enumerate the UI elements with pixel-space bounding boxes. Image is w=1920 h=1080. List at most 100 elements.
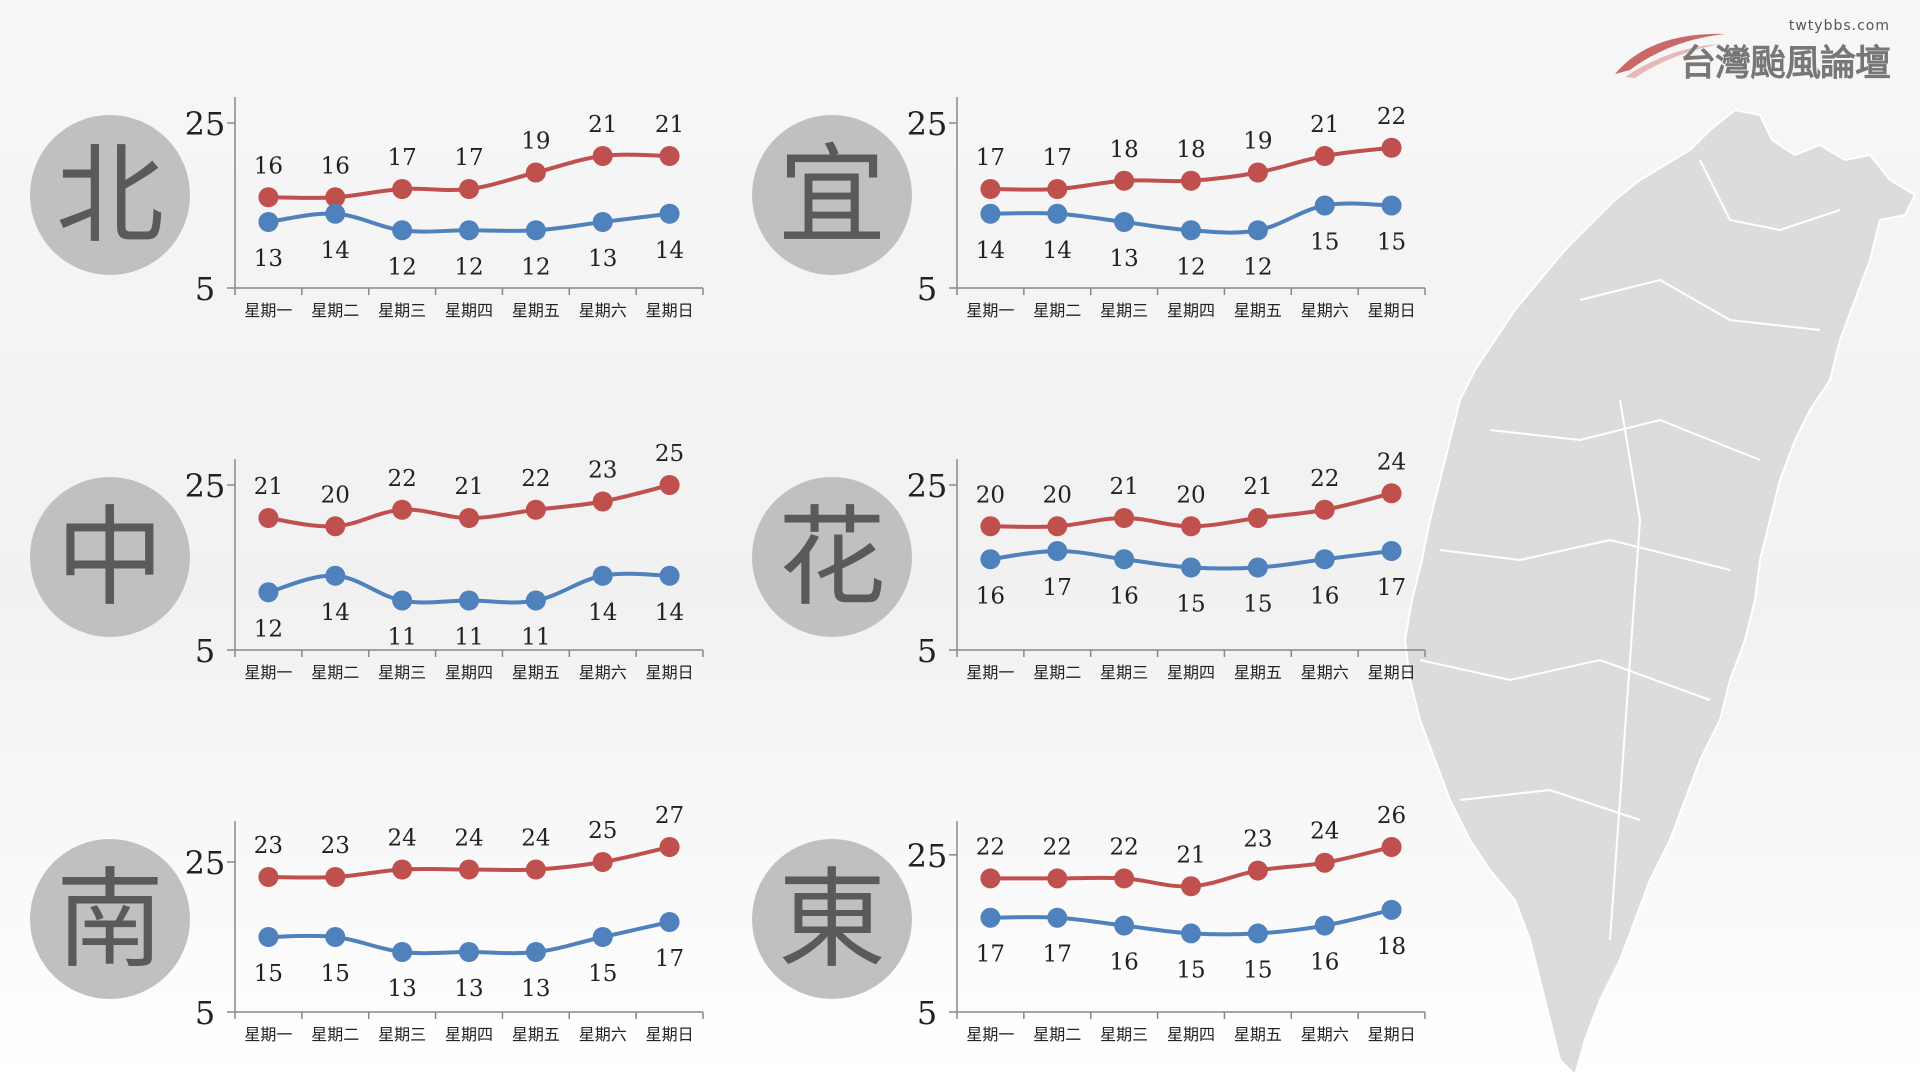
region-chart-1: 北 25 5 星期一 星期二 星期三 星期四 星期五 星期六 星期日 16 16 17 17 19 21 21 1… bbox=[30, 97, 704, 320]
high-temp-label: 21 bbox=[1110, 474, 1139, 500]
high-temp-label: 22 bbox=[1377, 104, 1406, 130]
high-temp-point bbox=[325, 516, 346, 537]
x-tick-label: 星期四 bbox=[1167, 1025, 1215, 1044]
low-temp-point bbox=[659, 912, 680, 932]
high-temp-label: 18 bbox=[1176, 137, 1205, 163]
low-temp-point bbox=[1381, 541, 1402, 561]
low-temp-point bbox=[459, 590, 479, 611]
x-tick-label: 星期五 bbox=[512, 663, 560, 682]
region-label: 南 bbox=[56, 858, 164, 983]
region-badge bbox=[752, 839, 912, 999]
high-temp-point bbox=[1181, 170, 1201, 191]
low-temp-label: 15 bbox=[1310, 230, 1339, 256]
low-temp-point bbox=[592, 927, 613, 947]
x-tick-label: 星期三 bbox=[378, 1025, 426, 1044]
region-label: 北 bbox=[56, 134, 164, 259]
low-temp-point bbox=[659, 565, 680, 586]
low-temp-label: 16 bbox=[976, 583, 1005, 609]
high-temp-point bbox=[459, 859, 479, 880]
high-temp-label: 24 bbox=[388, 826, 417, 852]
high-temp-label: 22 bbox=[1043, 834, 1072, 860]
high-temp-point bbox=[525, 162, 546, 183]
x-tick-label: 星期日 bbox=[646, 663, 694, 682]
site-name: 台灣颱風論壇 bbox=[1679, 43, 1891, 84]
high-temp-label: 17 bbox=[454, 145, 483, 171]
x-tick-label: 星期日 bbox=[646, 1025, 694, 1044]
low-temp-label: 15 bbox=[1243, 592, 1272, 618]
low-temp-point bbox=[459, 220, 479, 241]
low-temp-point bbox=[980, 549, 1001, 570]
x-tick-label: 星期三 bbox=[1100, 301, 1148, 320]
low-temp-point bbox=[592, 565, 613, 586]
low-temp-label: 15 bbox=[588, 961, 617, 987]
x-tick-label: 星期一 bbox=[966, 301, 1014, 320]
high-temp-label: 19 bbox=[1243, 129, 1272, 155]
county-border-2 bbox=[1489, 418, 1761, 461]
low-temp-label: 18 bbox=[1377, 934, 1406, 960]
low-temp-point bbox=[325, 203, 346, 224]
low-temp-point bbox=[392, 220, 413, 241]
high-temp-point bbox=[258, 867, 279, 887]
high-temp-point bbox=[525, 859, 546, 880]
low-temp-point bbox=[258, 927, 279, 947]
low-temp-label: 12 bbox=[454, 254, 483, 280]
high-temp-label: 22 bbox=[521, 466, 550, 492]
high-temp-point bbox=[1314, 499, 1335, 520]
x-tick-label: 星期一 bbox=[966, 1025, 1014, 1044]
high-temp-point bbox=[659, 475, 680, 495]
low-temp-point bbox=[980, 203, 1001, 224]
low-temp-point bbox=[258, 582, 279, 603]
low-temp-point bbox=[258, 212, 279, 232]
high-temp-label: 21 bbox=[1243, 474, 1272, 500]
high-temp-point bbox=[325, 187, 346, 208]
county-border-6 bbox=[1609, 399, 1642, 941]
low-temp-point bbox=[1381, 195, 1402, 216]
site-logo: twtybbs.com 台灣颱風論壇 bbox=[1610, 18, 1910, 84]
low-temp-label: 16 bbox=[1310, 583, 1339, 609]
x-tick-label: 星期六 bbox=[579, 1025, 627, 1044]
high-temp-label: 27 bbox=[655, 803, 684, 829]
high-temp-label: 23 bbox=[1243, 827, 1272, 853]
region-chart-2: 宜 25 5 星期一 星期二 星期三 星期四 星期五 星期六 星期日 17 17 18 18 19 21 22 1… bbox=[752, 97, 1426, 320]
x-tick-label: 星期日 bbox=[1368, 1025, 1416, 1044]
region-badge bbox=[752, 115, 912, 275]
high-temp-label: 19 bbox=[521, 129, 550, 155]
low-temp-label: 15 bbox=[321, 961, 350, 987]
high-temp-point bbox=[592, 491, 613, 512]
high-temp-point bbox=[1047, 179, 1068, 199]
high-temp-point bbox=[980, 868, 1001, 889]
high-temp-label: 21 bbox=[254, 474, 283, 500]
low-temp-point bbox=[1247, 923, 1268, 944]
region-chart-5: 南 25 5 星期一 星期二 星期三 星期四 星期五 星期六 星期日 23 23 24 24 24 25 27 1… bbox=[30, 803, 704, 1044]
x-tick-label: 星期日 bbox=[646, 301, 694, 320]
high-temp-label: 23 bbox=[321, 833, 350, 859]
x-tick-label: 星期三 bbox=[1100, 663, 1148, 682]
low-temp-label: 13 bbox=[388, 976, 417, 1002]
low-temp-point bbox=[1047, 203, 1068, 224]
high-temp-label: 21 bbox=[655, 112, 684, 138]
region-badge bbox=[30, 115, 190, 275]
county-border-1 bbox=[1579, 278, 1821, 331]
x-tick-label: 星期日 bbox=[1368, 301, 1416, 320]
low-temp-label: 12 bbox=[1176, 254, 1205, 280]
taiwan-island-shape bbox=[1403, 108, 1917, 1077]
high-temp-label: 24 bbox=[1377, 449, 1406, 475]
low-temp-point bbox=[1314, 549, 1335, 570]
high-temp-point bbox=[1114, 170, 1135, 191]
region-label: 中 bbox=[56, 496, 164, 621]
x-tick-label: 星期二 bbox=[311, 1025, 359, 1044]
low-temp-point bbox=[392, 590, 413, 611]
county-borders bbox=[1419, 159, 1841, 941]
county-border-0 bbox=[1699, 159, 1841, 232]
low-temp-point bbox=[1114, 915, 1135, 936]
high-temp-point bbox=[258, 508, 279, 528]
high-temp-point bbox=[1047, 868, 1068, 889]
low-temp-label: 14 bbox=[976, 238, 1005, 264]
low-temp-point bbox=[1181, 923, 1201, 944]
low-temp-label: 12 bbox=[254, 616, 283, 642]
y-tick-label: 25 bbox=[185, 105, 226, 143]
x-tick-label: 星期五 bbox=[1234, 663, 1282, 682]
high-temp-point bbox=[1381, 483, 1402, 504]
x-tick-label: 星期六 bbox=[579, 301, 627, 320]
high-temp-point bbox=[1181, 516, 1201, 537]
